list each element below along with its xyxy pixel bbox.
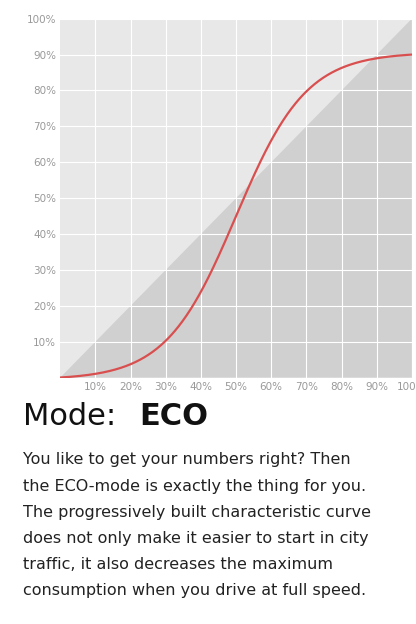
Text: Mode:: Mode: bbox=[23, 402, 126, 431]
Text: consumption when you drive at full speed.: consumption when you drive at full speed… bbox=[23, 583, 366, 598]
Text: ECO: ECO bbox=[139, 402, 208, 431]
Text: The progressively built characteristic curve: The progressively built characteristic c… bbox=[23, 505, 371, 520]
Text: does not only make it easier to start in city: does not only make it easier to start in… bbox=[23, 531, 369, 546]
Polygon shape bbox=[60, 19, 412, 378]
Text: traffic, it also decreases the maximum: traffic, it also decreases the maximum bbox=[23, 557, 333, 572]
Text: You like to get your numbers right? Then: You like to get your numbers right? Then bbox=[23, 452, 351, 467]
Text: the ECO-mode is exactly the thing for you.: the ECO-mode is exactly the thing for yo… bbox=[23, 479, 366, 494]
